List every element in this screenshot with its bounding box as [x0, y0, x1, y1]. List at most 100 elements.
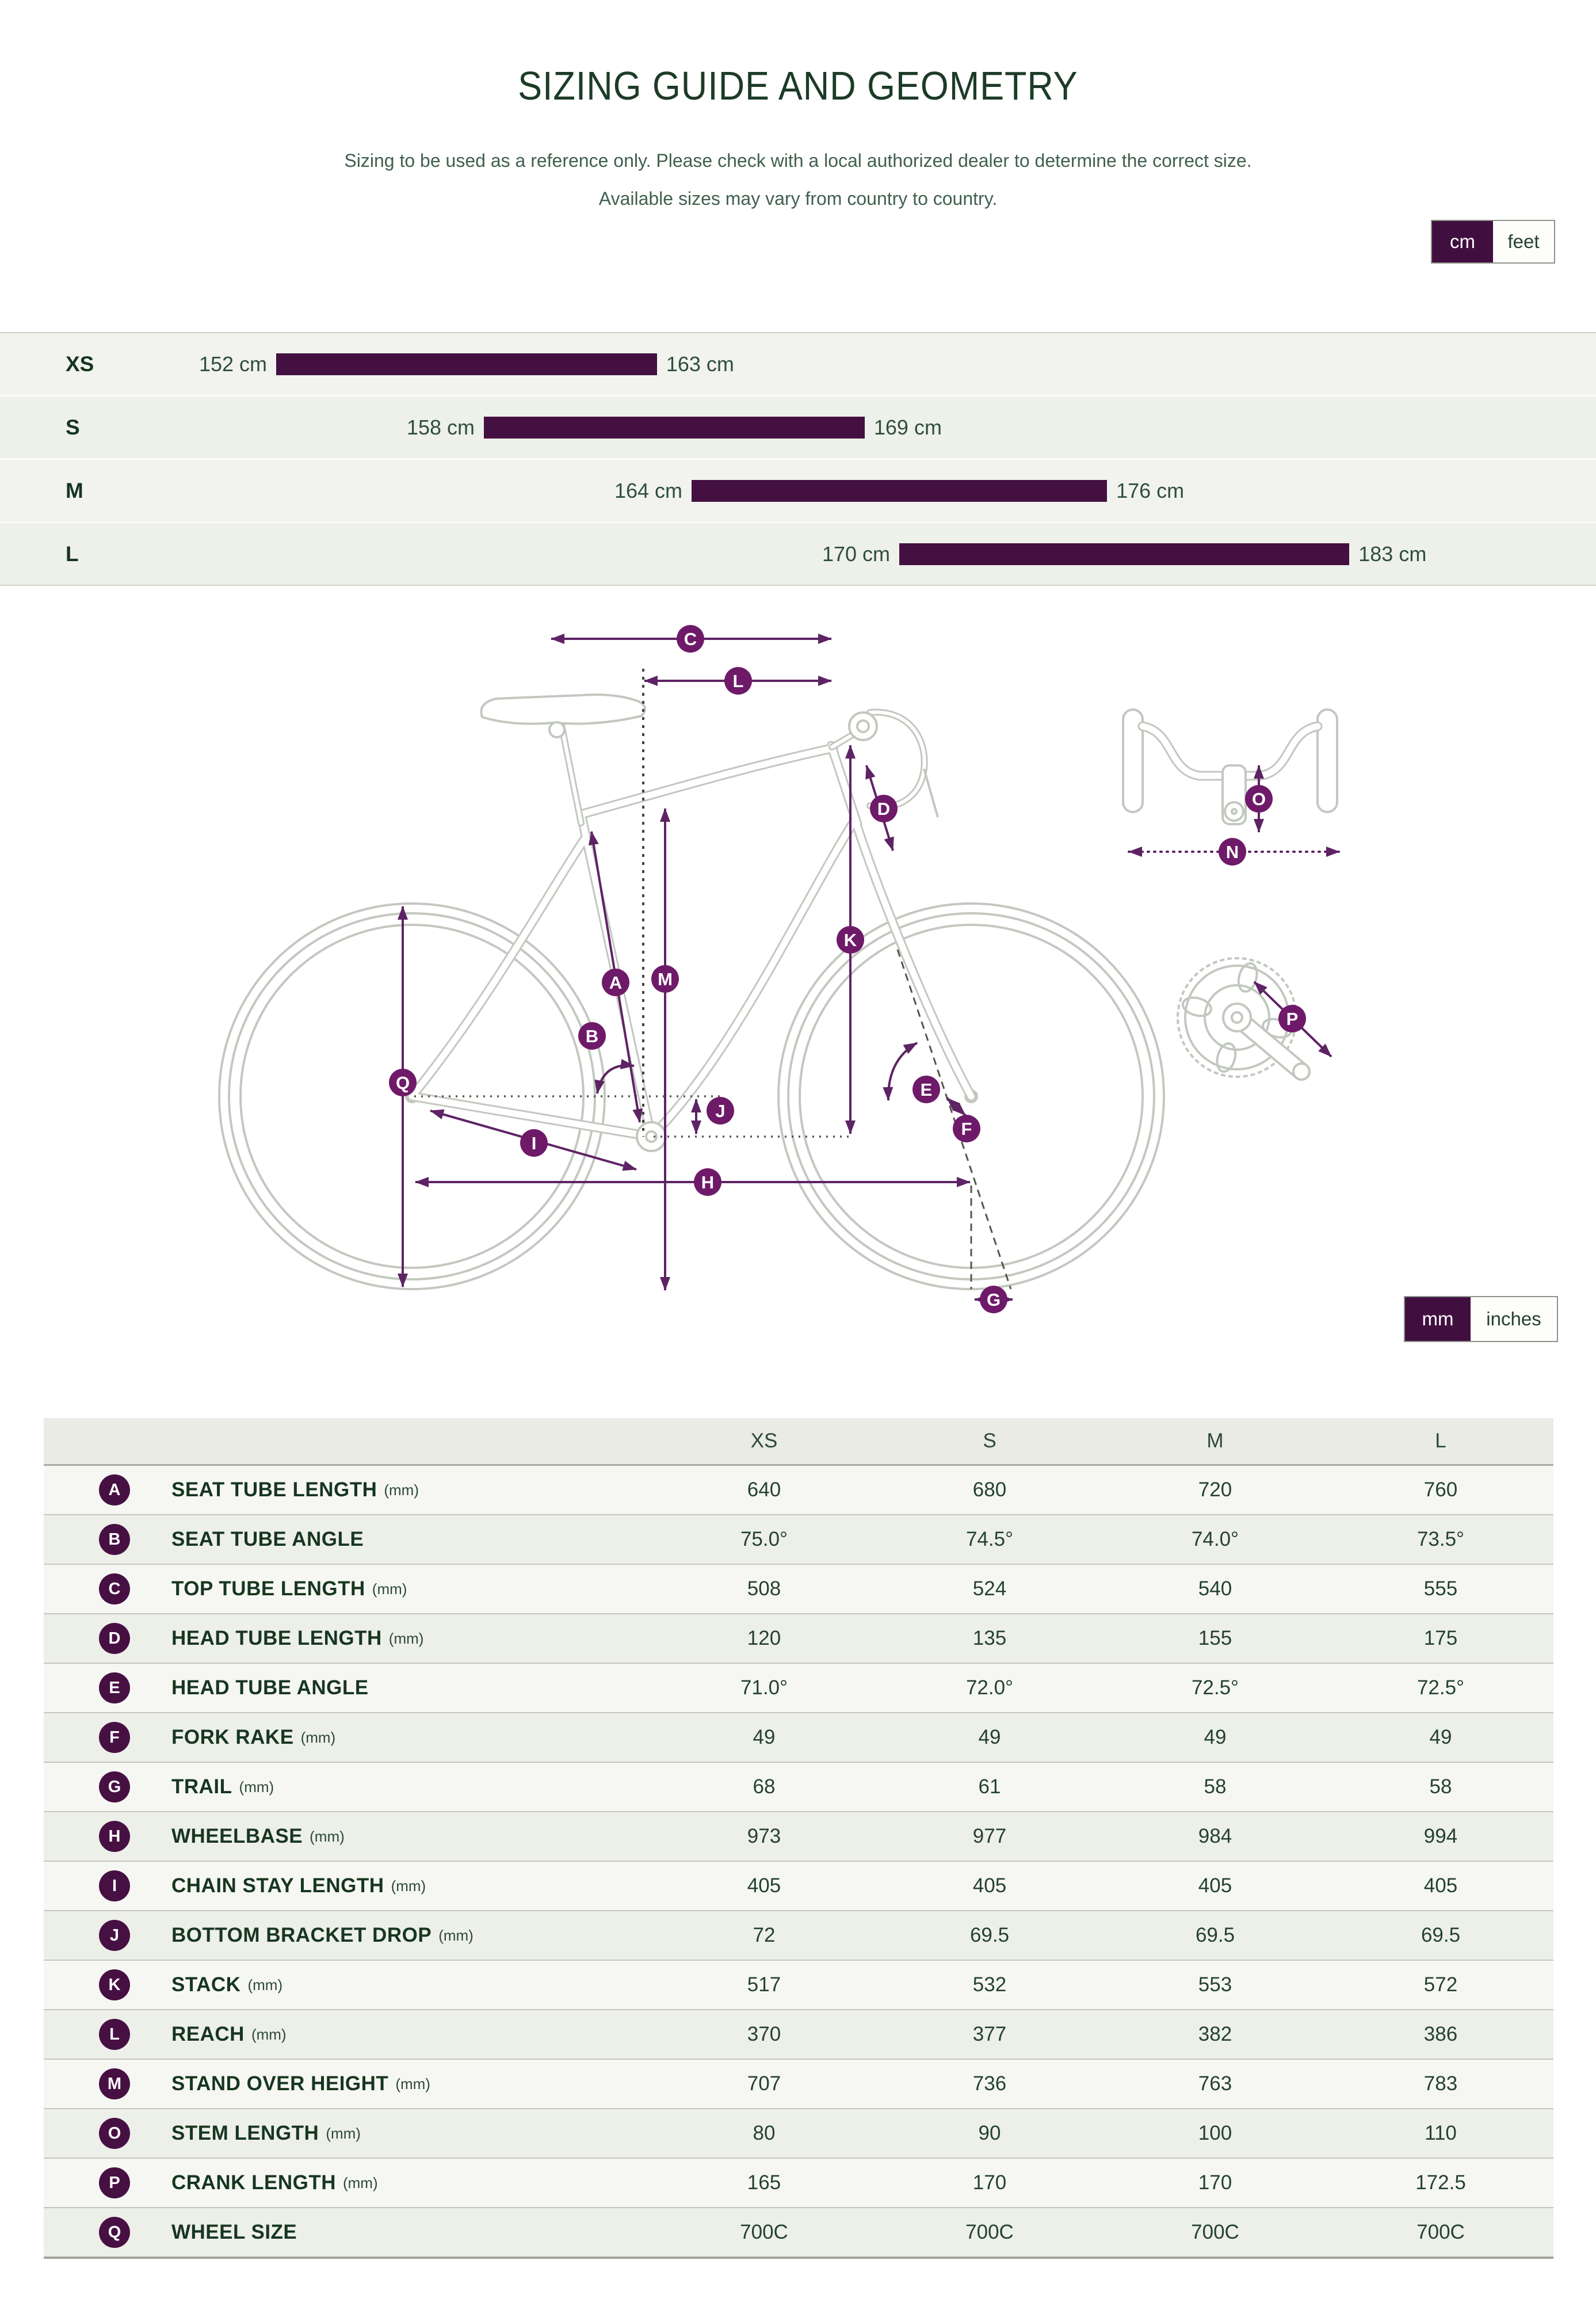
diagram-badge-L: L [724, 667, 752, 695]
svg-text:L: L [733, 671, 744, 691]
table-row-C: C TOP TUBE LENGTH (mm) 508 524 540 555 [44, 1565, 1553, 1614]
svg-text:A: A [609, 973, 622, 993]
row-letter-badge-J: J [99, 1920, 130, 1951]
diagram-badge-E: E [912, 1076, 940, 1103]
size-row-M: M 164 cm 176 cm [0, 458, 1596, 521]
row-unit: (mm) [239, 1778, 274, 1796]
size-label-L: L [66, 542, 79, 566]
table-column-header-L: L [1435, 1430, 1446, 1452]
diagram-badge-D: D [870, 795, 898, 822]
diagram-badge-I: I [520, 1129, 548, 1157]
size-label-XS: XS [66, 352, 94, 376]
row-unit: (mm) [395, 2075, 430, 2093]
value-B-L: 73.5° [1416, 1528, 1465, 1550]
table-row-G: G TRAIL (mm) 68 61 58 58 [44, 1763, 1553, 1812]
row-label-cell: I CHAIN STAY LENGTH (mm) [44, 1870, 651, 1901]
height-max-label: 176 cm [1116, 478, 1185, 502]
row-unit: (mm) [300, 1728, 336, 1746]
row-unit: (mm) [251, 2025, 287, 2043]
value-Q-L: 700C [1416, 2221, 1465, 2243]
value-J-M: 69.5 [1195, 1924, 1235, 1946]
height-max-label: 169 cm [873, 415, 942, 439]
value-C-L: 555 [1423, 1577, 1458, 1600]
height-min-label: 152 cm [198, 352, 267, 376]
row-label-cell: M STAND OVER HEIGHT (mm) [44, 2068, 651, 2099]
value-P-M: 170 [1198, 2171, 1232, 2194]
value-L-M: 382 [1198, 2023, 1232, 2045]
geometry-table-header: XS S M L [44, 1418, 1553, 1466]
toggle-mm[interactable]: mm [1405, 1297, 1471, 1341]
handlebar-front-view-illustration [1122, 708, 1338, 825]
toggle-cm[interactable]: cm [1432, 221, 1493, 262]
value-H-L: 994 [1423, 1825, 1458, 1847]
diagram-badge-C: C [677, 625, 704, 653]
row-label-cell: K STACK (mm) [44, 1969, 651, 2000]
diagram-badge-P: P [1278, 1005, 1306, 1032]
row-label-cell: F FORK RAKE (mm) [44, 1722, 651, 1753]
size-label-M: M [66, 478, 83, 502]
toggle-inches[interactable]: inches [1471, 1297, 1557, 1341]
row-letter-badge-C: C [99, 1573, 130, 1604]
value-I-L: 405 [1423, 1874, 1458, 1897]
row-label-cell: E HEAD TUBE ANGLE [44, 1672, 651, 1703]
value-E-M: 72.5° [1191, 1676, 1239, 1699]
height-min-label: 164 cm [614, 478, 683, 502]
row-label: FORK RAKE [171, 1726, 294, 1748]
value-D-M: 155 [1198, 1627, 1232, 1649]
value-D-XS: 120 [747, 1627, 781, 1649]
row-letter-badge-F: F [99, 1722, 130, 1753]
value-K-S: 532 [972, 1973, 1007, 1996]
value-K-XS: 517 [747, 1973, 781, 1996]
row-label: WHEELBASE [171, 1825, 303, 1847]
height-min-label: 158 cm [406, 415, 475, 439]
value-K-M: 553 [1198, 1973, 1232, 1996]
value-M-L: 783 [1423, 2072, 1458, 2095]
rider-height-size-chart: XS 152 cm 163 cm S 158 cm 169 cm M 164 cm 176 cm… [0, 332, 1596, 586]
value-E-L: 72.5° [1416, 1676, 1465, 1699]
row-label-cell: O STEM LENGTH (mm) [44, 2118, 651, 2149]
value-I-S: 405 [972, 1874, 1007, 1897]
diagram-badge-B: B [578, 1022, 606, 1050]
height-range-bar-XS: 152 cm 163 cm [199, 352, 734, 376]
value-O-XS: 80 [753, 2122, 776, 2144]
row-label: SEAT TUBE ANGLE [171, 1528, 364, 1550]
value-B-M: 74.0° [1191, 1528, 1239, 1550]
svg-text:M: M [658, 969, 673, 989]
diagram-badge-F: F [953, 1115, 980, 1142]
value-O-L: 110 [1425, 2122, 1457, 2144]
table-row-Q: Q WHEEL SIZE 700C 700C 700C 700C [44, 2208, 1553, 2259]
table-row-E: E HEAD TUBE ANGLE 71.0° 72.0° 72.5° 72.5° [44, 1664, 1553, 1713]
value-P-S: 170 [972, 2171, 1007, 2194]
diagram-badge-N: N [1219, 838, 1246, 866]
table-column-header-XS: XS [750, 1430, 778, 1452]
row-label-cell: P CRANK LENGTH (mm) [44, 2167, 651, 2198]
value-J-XS: 72 [753, 1924, 776, 1946]
svg-text:I: I [532, 1133, 537, 1153]
value-G-M: 58 [1204, 1775, 1227, 1798]
table-row-F: F FORK RAKE (mm) 49 49 49 49 [44, 1713, 1553, 1763]
row-label: REACH [171, 2023, 245, 2045]
value-L-L: 386 [1423, 2023, 1458, 2045]
value-H-M: 984 [1198, 1825, 1232, 1847]
value-H-S: 977 [972, 1825, 1007, 1847]
height-max-label: 163 cm [666, 352, 734, 376]
value-C-S: 524 [972, 1577, 1007, 1600]
diagram-badge-Q: Q [389, 1069, 417, 1096]
diagram-badge-K: K [837, 926, 864, 954]
value-G-XS: 68 [753, 1775, 776, 1798]
row-letter-badge-D: D [99, 1623, 130, 1654]
row-unit: (mm) [438, 1926, 474, 1944]
row-label: BOTTOM BRACKET DROP [171, 1924, 432, 1946]
value-F-L: 49 [1429, 1726, 1452, 1748]
row-label-cell: C TOP TUBE LENGTH (mm) [44, 1573, 651, 1604]
height-max-label: 183 cm [1358, 542, 1427, 566]
table-row-O: O STEM LENGTH (mm) 80 90 100 110 [44, 2109, 1553, 2159]
svg-text:O: O [1252, 789, 1266, 809]
toggle-feet[interactable]: feet [1493, 221, 1554, 262]
svg-text:J: J [715, 1101, 725, 1121]
row-letter-badge-P: P [99, 2167, 130, 2198]
table-row-P: P CRANK LENGTH (mm) 165 170 170 172.5 [44, 2159, 1553, 2208]
value-F-M: 49 [1204, 1726, 1227, 1748]
table-row-H: H WHEELBASE (mm) 973 977 984 994 [44, 1812, 1553, 1862]
height-min-label: 170 cm [822, 542, 891, 566]
